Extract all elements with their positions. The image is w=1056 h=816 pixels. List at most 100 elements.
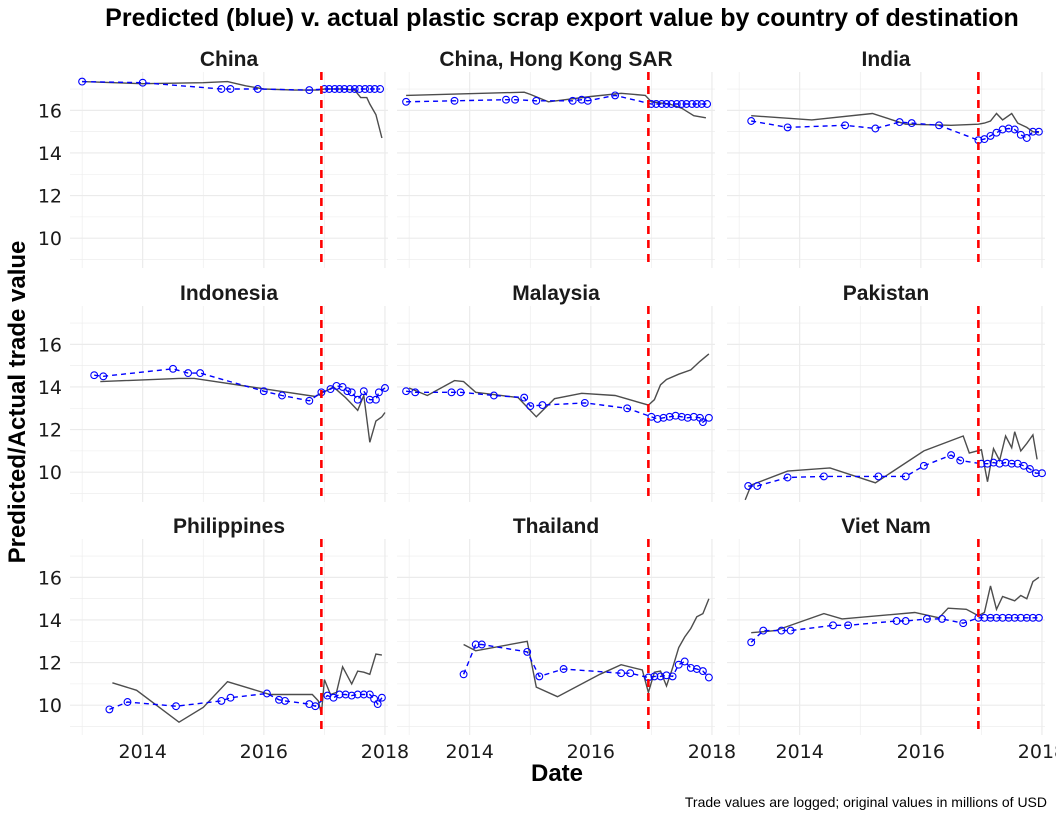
predicted-point <box>959 619 968 628</box>
predicted-point <box>919 461 928 470</box>
predicted-point <box>744 482 753 490</box>
predicted-point <box>1034 127 1043 136</box>
predicted-point <box>1025 465 1034 473</box>
predicted-series-line <box>82 80 381 91</box>
x-tick-label: 2014 <box>119 741 167 763</box>
predicted-point <box>1038 469 1046 478</box>
predicted-point <box>874 472 883 481</box>
facet-strip-label: Indonesia <box>180 282 278 305</box>
y-tick-label: 16 <box>38 334 62 356</box>
predicted-point <box>659 413 668 422</box>
predicted-point <box>169 364 177 373</box>
predicted-point <box>662 100 671 108</box>
predicted-point <box>650 672 659 681</box>
predicted-point <box>335 85 344 93</box>
predicted-point <box>456 388 465 397</box>
predicted-point <box>568 96 577 105</box>
predicted-point <box>1016 130 1025 139</box>
predicted-point <box>262 689 271 698</box>
actual-series-line <box>751 576 1040 634</box>
predicted-point <box>895 118 904 127</box>
x-tick-label: 2016 <box>567 741 615 763</box>
predicted-point <box>704 413 713 422</box>
predicted-point <box>511 95 520 104</box>
predicted-point <box>347 388 356 397</box>
predicted-point <box>370 85 379 93</box>
predicted-point <box>677 412 686 421</box>
predicted-point <box>704 673 713 682</box>
predicted-point <box>275 695 283 704</box>
predicted-point <box>671 411 680 420</box>
predicted-point <box>123 698 132 706</box>
predicted-point <box>580 398 589 407</box>
x-tick-label: 2018 <box>688 741 736 763</box>
x-axis-title: Date <box>531 760 583 787</box>
x-tick-label: 2014 <box>446 741 494 763</box>
actual-series-line <box>744 431 1038 501</box>
predicted-point <box>105 705 114 714</box>
predicted-point <box>992 128 1001 137</box>
x-tick-label: 2016 <box>897 741 945 763</box>
predicted-point <box>196 369 205 378</box>
predicted-point <box>703 100 712 108</box>
predicted-series-line <box>462 643 710 679</box>
predicted-point <box>668 672 677 681</box>
facet-panel: Pakistan <box>727 282 1046 502</box>
predicted-point <box>305 396 314 405</box>
predicted-point <box>617 669 626 678</box>
facet-panel: India <box>727 48 1045 268</box>
predicted-point <box>980 613 989 622</box>
predicted-point <box>502 95 510 104</box>
predicted-point <box>901 472 910 481</box>
predicted-point <box>90 371 99 380</box>
facet-strip-label: Viet Nam <box>841 515 931 538</box>
predicted-point <box>374 388 383 397</box>
predicted-point <box>377 693 386 702</box>
predicted-point <box>1007 459 1016 468</box>
y-tick-label: 10 <box>38 462 62 484</box>
predicted-point <box>1034 613 1043 622</box>
predicted-point <box>281 696 289 705</box>
predicted-point <box>1004 124 1013 133</box>
predicted-point <box>459 670 468 679</box>
predicted-point <box>783 473 792 482</box>
predicted-point <box>523 647 532 656</box>
predicted-point <box>477 640 486 649</box>
predicted-point <box>656 672 665 681</box>
predicted-point <box>353 395 362 404</box>
predicted-point <box>983 459 992 468</box>
predicted-point <box>259 387 268 396</box>
chart-caption: Trade values are logged; original values… <box>685 794 1047 810</box>
predicted-point <box>402 97 411 106</box>
predicted-point <box>370 694 379 703</box>
predicted-point <box>989 458 998 467</box>
predicted-point <box>226 85 235 93</box>
predicted-point <box>992 613 1001 622</box>
actual-series-line <box>112 653 383 724</box>
predicted-series-line <box>751 120 1039 141</box>
predicted-point <box>747 638 756 647</box>
predicted-point <box>338 383 347 391</box>
predicted-point <box>995 459 1004 468</box>
predicted-point <box>365 690 374 699</box>
predicted-point <box>935 121 943 130</box>
x-tick-label: 2014 <box>776 741 824 763</box>
predicted-point <box>947 451 956 460</box>
predicted-point <box>347 691 356 700</box>
facet-strip-label: China <box>200 48 259 71</box>
predicted-point <box>350 85 359 93</box>
predicted-point <box>329 693 338 702</box>
predicted-point <box>345 85 354 93</box>
predicted-point <box>526 402 535 411</box>
predicted-point <box>674 660 683 669</box>
predicted-point <box>611 91 620 100</box>
predicted-point <box>922 614 931 623</box>
predicted-point <box>783 123 792 132</box>
predicted-point <box>1004 613 1013 622</box>
facet-panel: Philippines 10 12 14 16 2014 2016 2018 <box>38 515 409 763</box>
predicted-point <box>359 387 368 396</box>
predicted-point <box>1022 134 1031 142</box>
actual-series-line <box>463 598 710 698</box>
predicted-point <box>217 85 226 93</box>
